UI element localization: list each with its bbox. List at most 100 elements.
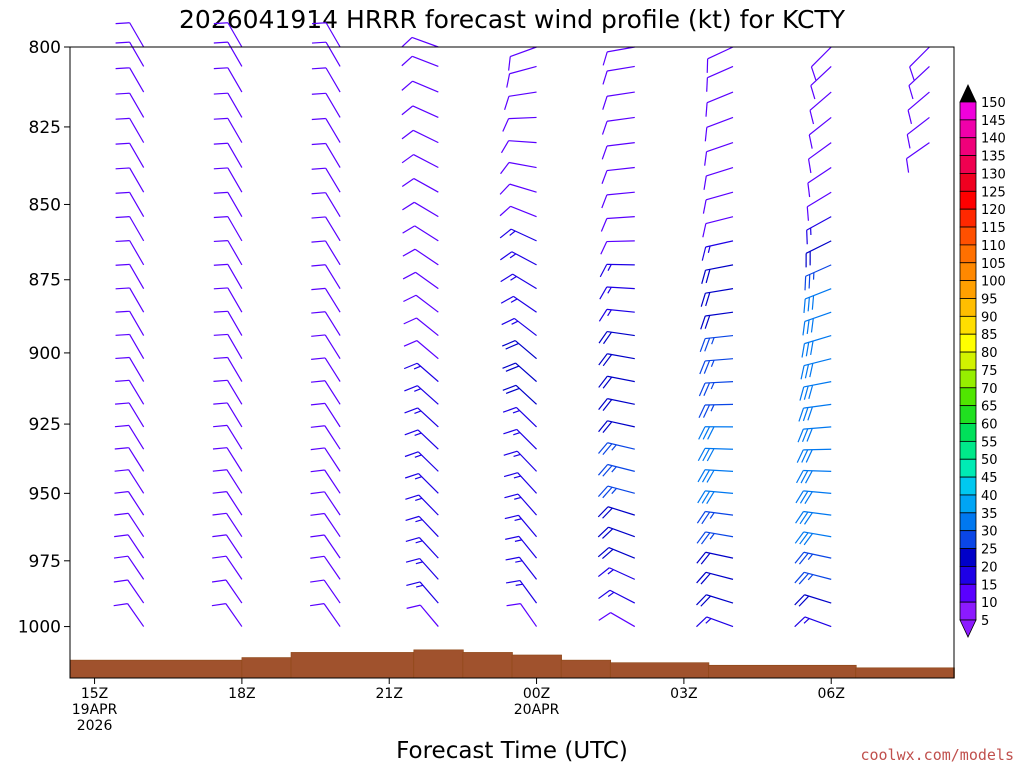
colorbar-label: 135 <box>981 150 1006 165</box>
wind-barb <box>311 192 341 217</box>
wind-barb <box>401 105 439 119</box>
wind-barb <box>405 536 439 559</box>
wind-barb <box>598 375 635 389</box>
wind-barb <box>401 55 439 67</box>
credit-text: coolwx.com/models <box>860 746 1014 764</box>
wind-barb <box>598 589 636 604</box>
wind-barb <box>502 116 537 132</box>
wind-barb <box>113 555 145 580</box>
colorbar-swatch <box>959 226 977 246</box>
x-tick-label: 03Z <box>670 686 697 702</box>
colorbar-swatch <box>959 155 977 174</box>
wind-barb <box>704 142 734 166</box>
wind-barb <box>114 534 145 559</box>
wind-barb <box>906 116 930 149</box>
wind-barb <box>699 358 734 375</box>
wind-barb <box>115 22 145 48</box>
colorbar-swatch <box>959 190 977 210</box>
wind-barb <box>311 67 341 93</box>
colorbar-swatch <box>959 476 977 496</box>
wind-barb <box>601 166 635 184</box>
colorbar-label: 5 <box>981 614 989 629</box>
wind-barb <box>213 216 243 242</box>
colorbar-label: 40 <box>981 489 998 504</box>
wind-barb <box>115 379 145 405</box>
colorbar-label: 120 <box>981 203 1006 218</box>
wind-barb <box>502 384 537 405</box>
plot-frame <box>69 46 955 679</box>
wind-barb <box>504 493 538 516</box>
wind-barb <box>310 534 341 559</box>
ground-segment <box>462 652 513 679</box>
y-tick-label: 850 <box>29 195 61 215</box>
wind-barb <box>602 46 635 66</box>
wind-barb <box>114 512 145 538</box>
colorbar-swatch <box>959 280 977 299</box>
wind-barb <box>805 240 832 268</box>
wind-barb <box>799 381 832 401</box>
colorbar-swatch <box>959 566 977 585</box>
wind-barb <box>406 604 439 627</box>
wind-barb <box>696 510 734 525</box>
wind-barb <box>310 512 341 538</box>
colorbar-swatch <box>959 208 977 228</box>
wind-barb <box>403 317 439 337</box>
wind-barb <box>115 356 145 382</box>
wind-barb <box>798 403 832 422</box>
colorbar-label: 110 <box>981 239 1006 254</box>
wind-barb <box>310 491 341 516</box>
colorbar-swatch <box>959 458 977 478</box>
wind-barb <box>796 469 832 484</box>
y-tick-label: 975 <box>29 552 61 572</box>
wind-barb <box>697 447 734 462</box>
colorbar-label: 65 <box>981 400 998 415</box>
colorbar-label: 30 <box>981 525 998 540</box>
wind-barb <box>115 287 145 313</box>
colorbar-label: 25 <box>981 543 998 558</box>
colorbar-swatch <box>959 601 977 621</box>
wind-barb <box>115 92 145 118</box>
wind-barb <box>213 142 243 168</box>
wind-barb <box>404 451 439 472</box>
wind-barb <box>794 551 832 565</box>
wind-barb <box>213 287 243 313</box>
ground-terrain <box>69 649 955 679</box>
colorbar-swatch <box>959 494 977 514</box>
wind-barb <box>114 424 145 450</box>
x-tick-label: 18Z <box>228 686 255 702</box>
wind-barb <box>310 555 341 580</box>
wind-barb <box>212 491 243 516</box>
wind-barb <box>213 67 243 93</box>
wind-barb <box>212 447 243 472</box>
colorbar-label: 80 <box>981 346 998 361</box>
wind-barb <box>703 166 734 190</box>
wind-barb <box>402 225 439 242</box>
wind-barb <box>598 442 635 455</box>
x-tick-label: 20APR <box>514 702 560 718</box>
wind-barb <box>502 340 537 360</box>
wind-barb <box>909 46 930 81</box>
colorbar-label: 125 <box>981 185 1006 200</box>
wind-barb <box>115 67 145 93</box>
x-tick-label: 21Z <box>376 686 403 702</box>
colorbar-label: 50 <box>981 453 998 468</box>
y-tick-label: 800 <box>29 38 61 58</box>
wind-barb <box>311 117 341 143</box>
colorbar-label: 100 <box>981 275 1006 290</box>
colorbar-swatch <box>959 173 977 192</box>
wind-barb <box>311 287 341 313</box>
wind-barb <box>213 424 243 450</box>
chart-title: 2026041914 HRRR forecast wind profile (k… <box>179 5 846 34</box>
wind-barb <box>698 403 734 419</box>
wind-barb <box>508 46 537 71</box>
wind-barb <box>504 514 538 538</box>
wind-barb <box>696 551 734 565</box>
wind-barb <box>311 240 341 266</box>
ground-segment <box>708 664 857 679</box>
wind-barb <box>115 142 145 168</box>
ground-segment <box>609 662 710 679</box>
wind-barb <box>699 334 734 352</box>
colorbar-swatch <box>959 387 977 407</box>
wind-barb <box>597 506 635 519</box>
